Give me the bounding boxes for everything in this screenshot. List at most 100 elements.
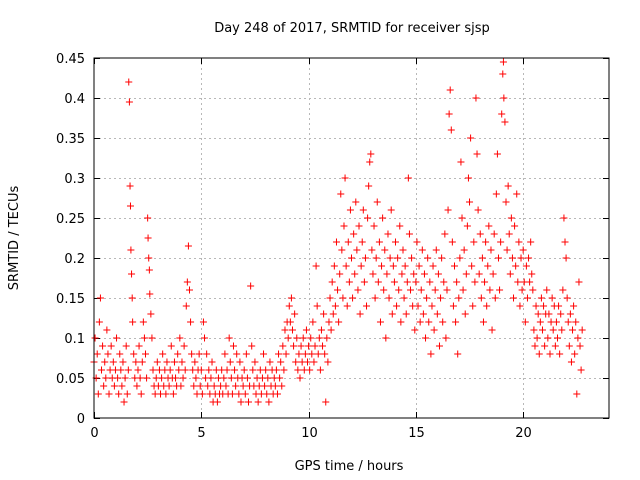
data-point: [499, 58, 507, 66]
data-point: [494, 254, 502, 262]
data-point: [346, 206, 354, 214]
data-point: [394, 254, 402, 262]
data-point: [400, 294, 408, 302]
data-point: [337, 190, 345, 198]
data-point: [471, 278, 479, 286]
data-point: [505, 230, 513, 238]
data-point: [329, 310, 337, 318]
data-point: [365, 182, 373, 190]
data-point: [558, 326, 566, 334]
data-point: [521, 318, 529, 326]
data-point: [94, 390, 102, 398]
data-point: [321, 350, 329, 358]
data-point: [514, 278, 522, 286]
data-point: [320, 310, 328, 318]
data-point: [315, 334, 323, 342]
data-point: [375, 238, 383, 246]
data-point: [288, 326, 296, 334]
data-point: [555, 302, 563, 310]
data-point: [451, 262, 458, 270]
data-point: [358, 238, 366, 246]
data-point: [261, 382, 269, 390]
data-point: [228, 390, 236, 398]
data-point: [516, 302, 524, 310]
data-point: [360, 278, 368, 286]
data-point: [399, 246, 407, 254]
data-point: [359, 206, 367, 214]
data-point: [132, 358, 140, 366]
data-point: [254, 398, 262, 406]
data-point: [493, 150, 501, 158]
chart-title: Day 248 of 2017, SRMTID for receiver sjs…: [214, 21, 490, 36]
data-point: [312, 262, 320, 270]
data-point: [380, 286, 388, 294]
data-point: [93, 350, 101, 358]
data-point: [103, 326, 111, 334]
data-point: [386, 254, 394, 262]
data-point: [531, 342, 539, 350]
data-point: [439, 318, 447, 326]
x-axis-label: GPS time / hours: [295, 459, 404, 474]
data-point: [260, 350, 268, 358]
data-point: [120, 398, 128, 406]
data-point: [105, 390, 113, 398]
data-point: [183, 278, 191, 286]
data-point: [572, 318, 580, 326]
data-point: [332, 238, 340, 246]
data-point: [197, 366, 205, 374]
data-point: [425, 318, 433, 326]
data-point: [249, 366, 257, 374]
data-point: [445, 110, 453, 118]
data-point: [464, 174, 472, 182]
data-point: [295, 350, 303, 358]
data-point: [226, 358, 234, 366]
data-point: [522, 262, 530, 270]
data-point: [272, 366, 280, 374]
data-point: [128, 270, 136, 278]
data-point: [569, 326, 577, 334]
data-point: [144, 214, 152, 222]
data-point: [488, 326, 496, 334]
y-axis-label: SRMTID / TECUs: [7, 186, 22, 291]
data-point: [420, 270, 428, 278]
data-point: [418, 246, 426, 254]
data-point: [438, 254, 446, 262]
y-tick-label: 0.1: [64, 332, 85, 347]
data-point: [357, 262, 365, 270]
data-point: [165, 382, 173, 390]
data-point: [499, 70, 507, 78]
data-point: [286, 318, 294, 326]
data-point: [460, 246, 468, 254]
data-point: [489, 270, 497, 278]
data-point: [519, 246, 527, 254]
data-point: [262, 366, 270, 374]
y-tick-label: 0.4: [64, 92, 85, 107]
data-point: [390, 278, 398, 286]
data-point: [130, 350, 138, 358]
data-point: [479, 318, 487, 326]
data-point: [302, 326, 310, 334]
data-point: [328, 278, 336, 286]
data-point: [355, 222, 363, 230]
data-point: [511, 222, 519, 230]
data-point: [351, 270, 359, 278]
data-point: [565, 342, 573, 350]
data-point: [455, 294, 463, 302]
data-point: [266, 358, 274, 366]
data-point: [574, 334, 582, 342]
data-point: [242, 350, 250, 358]
data-point: [339, 294, 347, 302]
data-point: [374, 278, 382, 286]
data-point: [536, 318, 544, 326]
data-point: [543, 286, 551, 294]
data-point: [376, 318, 384, 326]
data-point: [424, 254, 432, 262]
data-point: [544, 334, 552, 342]
data-point: [523, 294, 531, 302]
data-point: [498, 110, 506, 118]
data-point: [240, 366, 248, 374]
data-point: [560, 214, 568, 222]
data-point: [554, 334, 561, 342]
data-point: [213, 398, 221, 406]
